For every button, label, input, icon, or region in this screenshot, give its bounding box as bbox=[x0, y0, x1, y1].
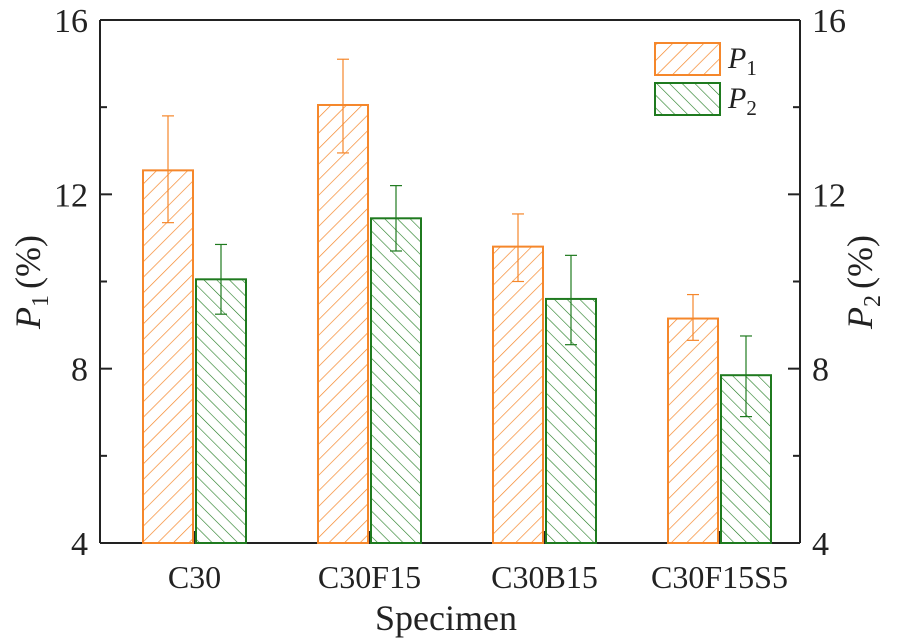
bar-p1 bbox=[492, 245, 544, 544]
bar-p1 bbox=[667, 317, 719, 544]
y-left-tick-label: 16 bbox=[54, 3, 88, 40]
legend-swatch-p1 bbox=[654, 42, 721, 76]
y-left-tick-label: 8 bbox=[71, 352, 88, 389]
axis-ticks bbox=[100, 19, 800, 544]
x-tick-label: C30 bbox=[168, 559, 221, 595]
y-axis-left-unit: (%) bbox=[8, 235, 48, 289]
x-tick-label: C30F15S5 bbox=[651, 559, 788, 595]
y-left-tick-label: 12 bbox=[54, 177, 88, 214]
y-right-tick-label: 12 bbox=[812, 177, 846, 214]
bar-p1 bbox=[317, 103, 369, 545]
y-right-tick-label: 8 bbox=[812, 352, 829, 389]
bar-p2 bbox=[370, 217, 422, 544]
legend-label-p1: P1 bbox=[727, 42, 757, 80]
y-axis-right-unit: (%) bbox=[840, 235, 880, 289]
legend-p1-subscript: 1 bbox=[746, 56, 757, 80]
bar-p1 bbox=[142, 169, 194, 545]
category-labels: C30 C30F15 C30B15 C30F15S5 bbox=[168, 559, 788, 595]
legend-swatch-p2 bbox=[654, 82, 721, 116]
y-axis-right-subscript: 2 bbox=[860, 295, 886, 307]
x-axis-title: Specimen bbox=[375, 598, 517, 638]
error-bars bbox=[162, 58, 752, 418]
x-tick-label: C30F15 bbox=[318, 559, 421, 595]
y-axis-left-subscript: 1 bbox=[28, 295, 54, 307]
y-axis-right-symbol: P bbox=[840, 307, 880, 330]
y-axis-title-right: P2 (%) bbox=[840, 235, 886, 330]
legend-label-p2: P2 bbox=[727, 82, 757, 120]
bar-p2 bbox=[195, 278, 247, 544]
legend-p2-subscript: 2 bbox=[746, 96, 757, 120]
legend-p1-symbol: P bbox=[727, 42, 746, 75]
legend: P1 P2 bbox=[654, 42, 757, 120]
y-right-tick-label: 4 bbox=[812, 526, 829, 563]
y-left-tick-label: 4 bbox=[71, 526, 88, 563]
y-axis-title-left: P1 (%) bbox=[8, 235, 54, 330]
y-axis-left-symbol: P bbox=[8, 307, 48, 330]
legend-p2-symbol: P bbox=[727, 82, 746, 115]
bars bbox=[142, 103, 772, 545]
x-tick-label: C30B15 bbox=[491, 559, 598, 595]
y-right-tick-label: 16 bbox=[812, 3, 846, 40]
